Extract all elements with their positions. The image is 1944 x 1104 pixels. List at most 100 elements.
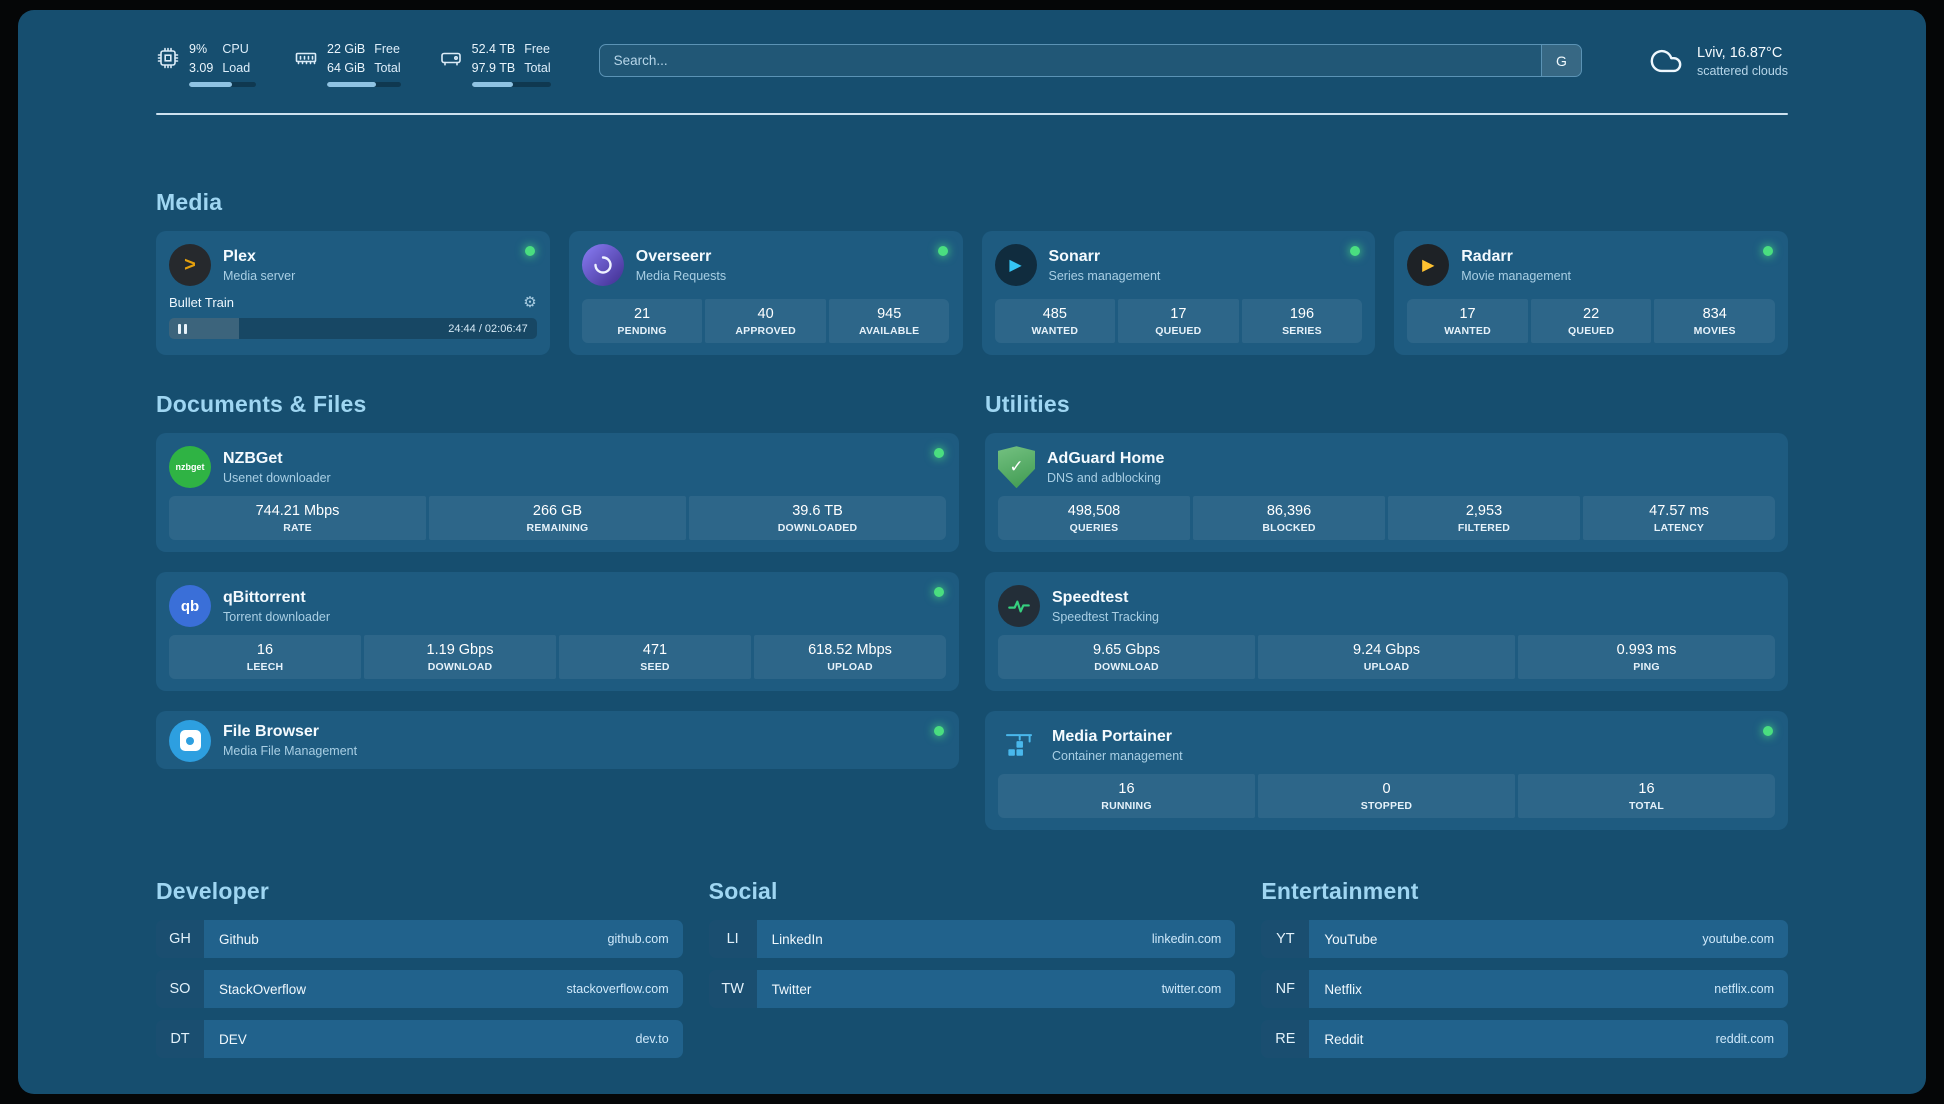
service-card-nzbget[interactable]: nzbget NZBGet Usenet downloader 744.21 M… [156,433,959,553]
section-heading-media: Media [156,189,223,216]
stat-label: AVAILABLE [859,325,920,338]
service-card-filebrowser[interactable]: File Browser Media File Management [156,711,959,770]
service-card-sonarr[interactable]: ▶ Sonarr Series management 485 WANTED 17… [981,231,1376,356]
pause-icon[interactable] [178,323,187,334]
search-input[interactable] [599,45,1541,76]
bookmark-domain: linkedin.com [1151,932,1222,947]
service-subtitle: Movie management [1461,268,1572,283]
bookmark-domain: youtube.com [1702,932,1774,947]
stat-value: 0.993 ms [1616,642,1677,659]
disk-progress-bar [471,82,551,88]
stat-value: 86,396 [1266,503,1312,520]
service-card-overseerr[interactable]: Overseerr Media Requests 21 PENDING 40 A… [568,231,963,356]
service-card-portainer[interactable]: Media Portainer Container management 16 … [985,711,1788,831]
stat-label: SERIES [1282,325,1322,338]
search-provider-button[interactable]: G [1540,45,1581,76]
nzbget-glyph: nzbget [175,462,205,473]
content: 9% 3.09 CPU Load 22 GiB [156,10,1788,1086]
service-title: Plex [223,247,256,265]
section-heading-developer: Developer [156,878,270,905]
stat-queries: 498,508 QUERIES [998,496,1190,541]
bookmark-youtube[interactable]: YT YouTube youtube.com [1261,920,1788,959]
search-bar: G [598,44,1582,77]
stat-label: RATE [283,522,312,535]
stat-label: UPLOAD [827,661,873,674]
bookmark-abbr: GH [156,920,204,959]
status-dot [937,246,948,257]
bookmark-twitter[interactable]: TW Twitter twitter.com [708,970,1236,1009]
weather-condition: scattered clouds [1696,63,1788,78]
memory-total-label: Total [374,60,401,75]
stat-label: TOTAL [1628,800,1665,813]
stat-value: 2,953 [1465,503,1503,520]
bookmark-stackoverflow[interactable]: SO StackOverflow stackoverflow.com [156,970,683,1009]
service-subtitle: Media File Management [223,744,358,759]
bookmark-linkedin[interactable]: LI LinkedIn linkedin.com [708,920,1236,959]
radarr-glyph: ▶ [1422,257,1435,275]
weather-widget: Lviv, 16.87°C scattered clouds [1646,44,1788,78]
service-card-radarr[interactable]: ▶ Radarr Movie management 17 WANTED 22 Q… [1394,231,1788,356]
stat-queued: 22 QUEUED [1530,299,1652,344]
bookmark-abbr: YT [1261,920,1310,959]
stat-value: 945 [877,306,902,323]
stat-value: 471 [642,642,668,659]
stat-label: DOWNLOADED [777,522,858,535]
service-card-speedtest[interactable]: Speedtest Speedtest Tracking 9.65 Gbps D… [985,572,1788,692]
stat-value: 17 [1459,306,1476,323]
stat-value: 16 [1638,781,1655,798]
portainer-icon [998,724,1040,766]
status-dot [1763,246,1773,257]
bookmark-domain: stackoverflow.com [566,982,669,997]
stat-label: WANTED [1444,325,1491,338]
stat-wanted: 17 WANTED [1407,299,1528,344]
section-heading-documents: Documents & Files [156,391,367,418]
service-subtitle: Media server [223,268,296,283]
bookmark-github[interactable]: GH Github github.com [156,920,683,959]
bookmark-abbr: DT [156,1020,204,1059]
service-card-qbittorrent[interactable]: qb qBittorrent Torrent downloader 16 LEE… [156,572,959,692]
stat-wanted: 485 WANTED [994,299,1116,344]
bookmark-domain: reddit.com [1715,1032,1774,1047]
bookmark-domain: github.com [607,932,669,947]
disk-total-label: Total [524,60,551,75]
stat-value: 618.52 Mbps [808,642,892,659]
memory-free-label: Free [374,42,400,56]
bookmark-name: Github [219,931,259,947]
cpu-progress-bar [189,82,256,88]
bookmark-name: LinkedIn [771,931,823,947]
stat-downloaded: 39.6 TB DOWNLOADED [689,496,946,541]
stat-value: 17 [1170,306,1187,323]
bookmark-netflix[interactable]: NF Netflix netflix.com [1261,970,1788,1009]
cpu-label: CPU [222,42,249,56]
section-utilities: Utilities ✓ AdGuard Home DNS and adblock… [985,391,1788,831]
playback-progress-bar[interactable]: 24:44 / 02:06:47 [169,318,537,340]
stat-label: SEED [640,661,670,674]
bookmark-group-developer: Developer GH Github github.com SO StackO… [156,878,683,1059]
gear-icon[interactable]: ⚙ [523,294,537,312]
stat-label: DOWNLOAD [1094,661,1159,674]
bookmark-name: Reddit [1324,1031,1364,1047]
bookmark-reddit[interactable]: RE Reddit reddit.com [1261,1020,1788,1059]
memory-progress-fill [327,82,376,88]
bookmark-group-entertainment: Entertainment YT YouTube youtube.com NF … [1261,878,1788,1059]
stat-value: 744.21 Mbps [255,503,340,520]
filebrowser-icon [169,719,211,762]
stat-stopped: 0 STOPPED [1258,774,1515,819]
service-subtitle: Media Requests [635,268,727,283]
service-card-adguard[interactable]: ✓ AdGuard Home DNS and adblocking 498,50… [985,433,1788,553]
service-title: AdGuard Home [1047,449,1165,467]
stat-label: BLOCKED [1262,522,1316,535]
radarr-icon: ▶ [1407,244,1450,287]
bookmark-name: Netflix [1324,981,1362,997]
bookmark-abbr: NF [1261,970,1310,1009]
section-heading-entertainment: Entertainment [1261,878,1419,905]
service-subtitle: Usenet downloader [223,470,331,485]
stat-value: 0 [1382,781,1391,798]
bookmark-dev[interactable]: DT DEV dev.to [156,1020,683,1059]
playback-time: 24:44 / 02:06:47 [448,322,528,335]
service-card-plex[interactable]: > Plex Media server Bullet Train ⚙ 24:44… [156,231,550,356]
memory-icon [294,46,318,70]
stat-queued: 17 QUEUED [1118,299,1239,344]
section-media: Media > Plex Media server Bullet Train ⚙ [156,189,1788,356]
stat-value: 9.65 Gbps [1093,642,1160,659]
